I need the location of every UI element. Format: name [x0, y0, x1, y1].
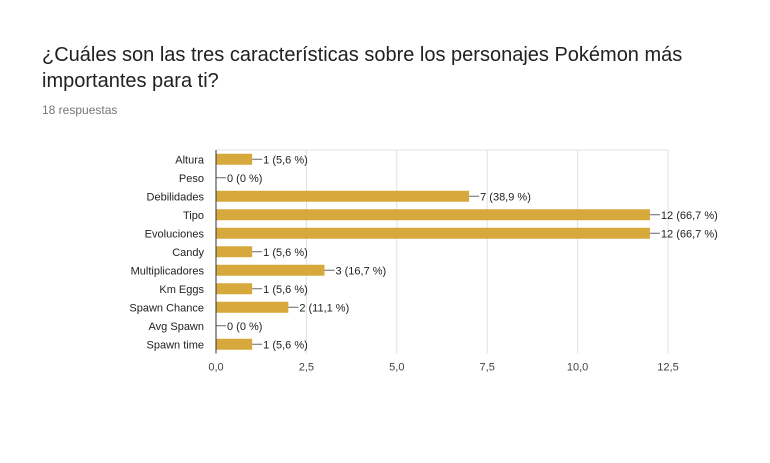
category-label: Multiplicadores [131, 265, 205, 277]
x-tick-labels: 0,0 2,5 5,0 7,5 10,0 12,5 [208, 362, 678, 374]
data-label: 1 (5,6 %) [263, 247, 308, 259]
bar [216, 265, 324, 276]
category-label: Peso [179, 173, 204, 185]
category-label: Km Eggs [159, 284, 204, 296]
category-label: Evoluciones [145, 228, 205, 240]
category-labels: Altura Peso Debilidades Tipo Evoluciones Cand… [129, 154, 204, 351]
category-label: Debilidades [147, 191, 205, 203]
x-tick-label: 0,0 [208, 362, 223, 374]
data-label: 1 (5,6 %) [263, 154, 308, 166]
bar [216, 283, 252, 294]
x-tick-label: 12,5 [657, 362, 678, 374]
data-label: 1 (5,6 %) [263, 284, 308, 296]
x-tick-label: 2,5 [299, 362, 314, 374]
data-label: 3 (16,7 %) [335, 265, 386, 277]
category-label: Tipo [183, 210, 204, 222]
x-tick-label: 5,0 [389, 362, 404, 374]
data-label: 0 (0 %) [227, 321, 262, 333]
value-labels: 1 (5,6 %)0 (0 %)7 (38,9 %)12 (66,7 %)12 … [216, 154, 718, 351]
bar [216, 339, 252, 350]
data-label: 7 (38,9 %) [480, 191, 531, 203]
data-label: 2 (11,1 %) [299, 302, 349, 314]
x-tick-label: 7,5 [480, 362, 495, 374]
bar [216, 154, 252, 165]
category-label: Altura [175, 154, 205, 166]
category-label: Spawn Chance [129, 302, 204, 314]
bar [216, 228, 650, 239]
data-label: 1 (5,6 %) [263, 339, 308, 351]
data-label: 12 (66,7 %) [661, 228, 718, 240]
data-label: 0 (0 %) [227, 173, 262, 185]
bar [216, 302, 288, 313]
x-tick-label: 10,0 [567, 362, 588, 374]
category-label: Candy [172, 247, 204, 259]
bar [216, 246, 252, 257]
bar [216, 209, 650, 220]
data-label: 12 (66,7 %) [661, 210, 718, 222]
category-label: Avg Spawn [149, 321, 204, 333]
bar [216, 191, 469, 202]
category-label: Spawn time [147, 339, 204, 351]
